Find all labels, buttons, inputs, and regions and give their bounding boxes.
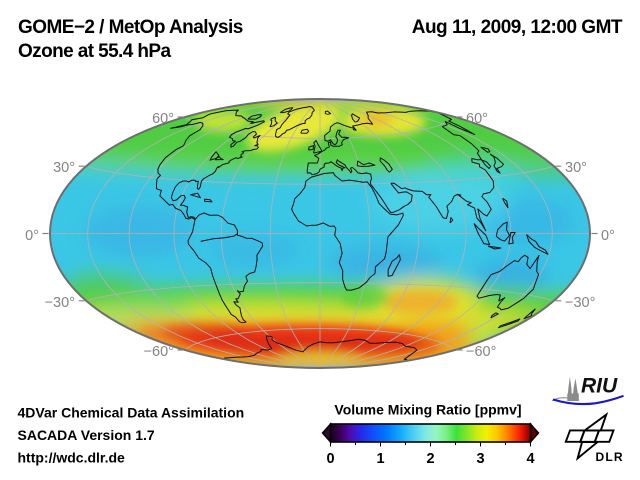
svg-text:RIU: RIU xyxy=(581,375,618,398)
svg-text:30°: 30° xyxy=(565,160,587,176)
svg-text:0°: 0° xyxy=(25,228,39,244)
svg-text:−30°: −30° xyxy=(565,295,595,311)
svg-text:http://wdc.dlr.de: http://wdc.dlr.de xyxy=(18,450,126,466)
svg-text:3: 3 xyxy=(476,451,484,467)
svg-text:2: 2 xyxy=(426,451,434,467)
svg-text:4: 4 xyxy=(526,451,534,467)
svg-text:Volume Mixing Ratio [ppmv]: Volume Mixing Ratio [ppmv] xyxy=(334,402,521,418)
svg-text:−60°: −60° xyxy=(144,344,174,360)
svg-text:−60°: −60° xyxy=(466,344,496,360)
svg-text:30°: 30° xyxy=(53,160,75,176)
svg-text:DLR: DLR xyxy=(596,450,624,464)
svg-text:4DVar Chemical Data Assimilati: 4DVar Chemical Data Assimilation xyxy=(18,405,245,421)
svg-text:0°: 0° xyxy=(601,228,615,244)
svg-text:0: 0 xyxy=(326,451,334,467)
svg-text:−30°: −30° xyxy=(45,295,75,311)
svg-text:Aug 11, 2009, 12:00 GMT: Aug 11, 2009, 12:00 GMT xyxy=(412,17,623,38)
svg-text:60°: 60° xyxy=(466,111,488,127)
svg-text:SACADA Version 1.7: SACADA Version 1.7 xyxy=(18,427,155,443)
svg-text:1: 1 xyxy=(376,451,384,467)
svg-text:60°: 60° xyxy=(152,111,174,127)
svg-text:GOME−2 / MetOp Analysis: GOME−2 / MetOp Analysis xyxy=(18,17,243,38)
svg-text:Ozone at 55.4 hPa: Ozone at 55.4 hPa xyxy=(18,41,171,62)
